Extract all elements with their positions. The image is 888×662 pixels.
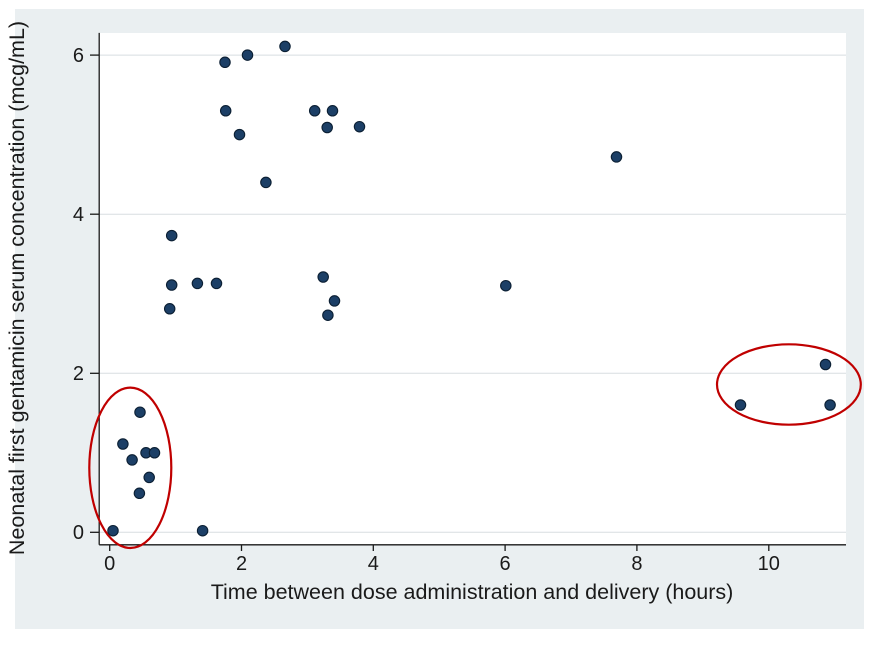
svg-text:0: 0 bbox=[104, 553, 115, 575]
svg-text:Neonatal first gentamicin seru: Neonatal first gentamicin serum concentr… bbox=[5, 21, 29, 555]
svg-text:6: 6 bbox=[73, 45, 84, 67]
svg-text:6: 6 bbox=[500, 553, 511, 575]
svg-text:8: 8 bbox=[631, 553, 642, 575]
svg-text:2: 2 bbox=[236, 553, 247, 575]
svg-text:4: 4 bbox=[368, 553, 379, 575]
svg-text:10: 10 bbox=[758, 553, 780, 575]
svg-text:Time between dose administrati: Time between dose administration and del… bbox=[211, 580, 734, 604]
svg-text:4: 4 bbox=[73, 204, 84, 226]
svg-text:0: 0 bbox=[73, 522, 84, 544]
svg-text:2: 2 bbox=[73, 363, 84, 385]
